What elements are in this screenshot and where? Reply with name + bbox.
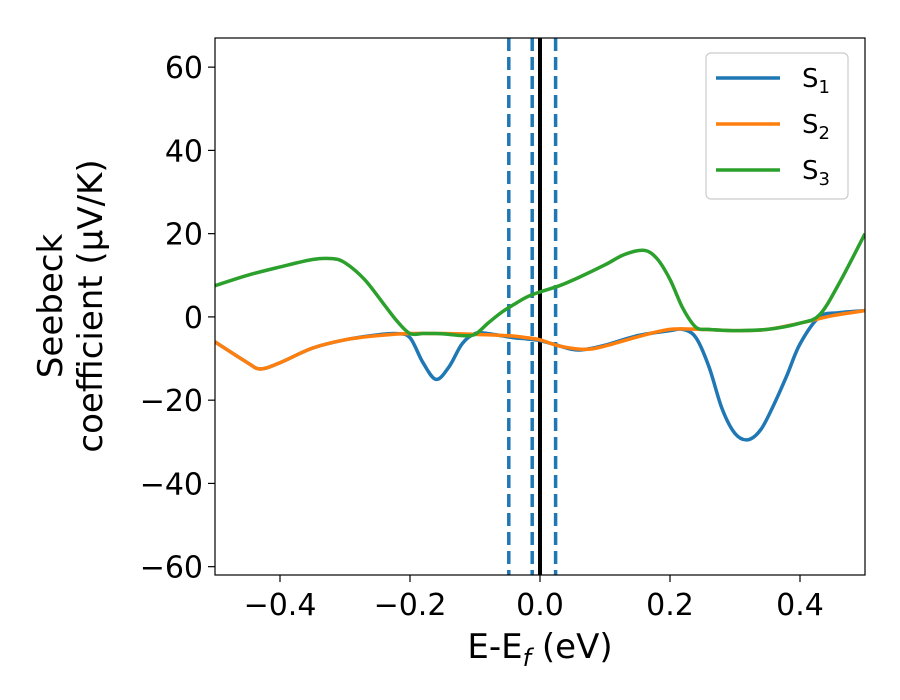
x-tick-label: −0.4 xyxy=(244,588,317,623)
legend-label-s1: S1 xyxy=(802,64,830,98)
y-tick-label: −40 xyxy=(140,467,203,502)
x-axis-label: E-Ef (eV) xyxy=(467,627,612,672)
x-tick-label: 0.2 xyxy=(646,588,694,623)
svg-text:coefficient (μV/K): coefficient (μV/K) xyxy=(71,159,111,452)
y-tick-label: −60 xyxy=(140,551,203,586)
y-tick-label: 20 xyxy=(165,218,203,253)
legend: S1 S2 S3 xyxy=(705,52,849,200)
y-tick-label: 0 xyxy=(184,301,203,336)
x-tick-label: 0.4 xyxy=(776,588,824,623)
legend-label-s3: S3 xyxy=(802,156,830,190)
y-tick-label: −20 xyxy=(140,384,203,419)
series-line-s3 xyxy=(215,232,865,338)
y-axis-label: Seebeck coefficient (μV/K) xyxy=(31,159,111,452)
x-tick-label: −0.2 xyxy=(374,588,447,623)
legend-box xyxy=(705,52,849,200)
legend-label-s2: S2 xyxy=(802,110,830,144)
y-axis-ticks: −60 −40 −20 0 20 40 60 xyxy=(140,51,215,586)
reference-lines xyxy=(507,38,558,575)
y-tick-label: 60 xyxy=(165,51,203,86)
x-tick-label: 0.0 xyxy=(516,588,564,623)
y-tick-label: 40 xyxy=(165,134,203,169)
svg-text:Seebeck: Seebeck xyxy=(31,234,71,379)
x-axis-ticks: −0.4 −0.2 0.0 0.2 0.4 xyxy=(244,575,824,623)
series-lines xyxy=(215,232,865,442)
